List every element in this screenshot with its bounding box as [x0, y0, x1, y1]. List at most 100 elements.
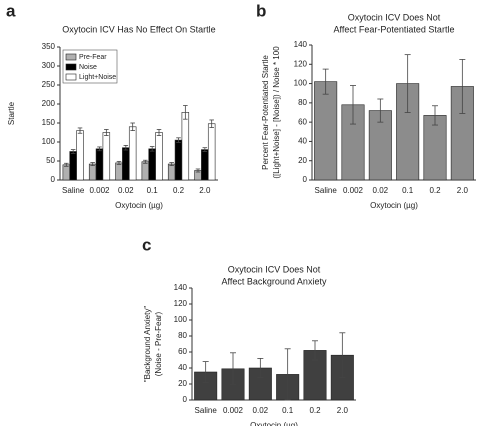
y-tick-label: 40 [298, 137, 307, 146]
error-bar [322, 68, 329, 95]
error-bar [97, 146, 102, 152]
y-tick-label: 60 [298, 117, 307, 126]
y-tick-label: 0 [303, 175, 308, 184]
error-bar [202, 361, 209, 383]
error-bar [257, 357, 264, 379]
y-axis-label: ([Light+Noise] - [Noise]) / Noise * 100 [272, 46, 281, 179]
x-tick-label: 0.002 [343, 186, 364, 195]
x-tick-label: 0.02 [253, 406, 269, 415]
bar [167, 163, 176, 181]
y-tick-label: 20 [298, 156, 307, 165]
bar [155, 132, 163, 181]
error-bar [195, 168, 201, 173]
y-tick-label: 80 [298, 98, 307, 107]
y-tick-label: 0 [51, 175, 56, 184]
bar [95, 148, 104, 181]
y-tick-label: 50 [46, 156, 55, 165]
x-tick-label: Saline [195, 406, 218, 415]
y-tick-label: 100 [174, 315, 188, 324]
bar [148, 148, 156, 181]
error-bar [77, 127, 83, 134]
error-bar [143, 159, 148, 164]
error-bar [284, 348, 291, 401]
error-bar [116, 160, 122, 165]
error-bar [130, 122, 135, 132]
error-bar [459, 59, 466, 114]
legend-swatch [65, 53, 77, 61]
error-bar [404, 54, 411, 113]
y-tick-label: 350 [42, 42, 56, 51]
panel-letter: b [256, 1, 266, 20]
bar [102, 132, 111, 181]
x-axis-label: Oxytocin (µg) [250, 421, 298, 426]
legend-label: Pre-Fear [79, 54, 107, 61]
y-tick-label: 150 [42, 118, 56, 127]
x-tick-label: 0.02 [118, 186, 134, 195]
y-tick-label: 0 [183, 395, 188, 404]
error-bar [209, 119, 214, 128]
error-bar [156, 129, 162, 136]
error-bar [230, 352, 236, 386]
error-bar [339, 332, 346, 379]
chart-title: Affect Fear-Potentiated Startle [334, 24, 455, 34]
x-tick-label: 2.0 [457, 186, 469, 195]
bar [201, 149, 209, 181]
error-bar [149, 146, 155, 152]
x-tick-label: 0.2 [429, 186, 441, 195]
y-tick-label: 120 [294, 59, 308, 68]
error-bar [70, 149, 76, 154]
bar [69, 151, 77, 181]
error-bar [377, 98, 384, 123]
x-tick-label: 0.2 [309, 406, 321, 415]
bar [88, 163, 97, 181]
error-bar [432, 105, 438, 126]
y-tick-label: 250 [42, 80, 56, 89]
panel-letter: a [6, 1, 16, 20]
y-tick-label: 80 [178, 331, 187, 340]
error-bar [104, 129, 109, 136]
y-tick-label: 60 [178, 347, 187, 356]
x-tick-label: 0.1 [282, 406, 294, 415]
legend-swatch [65, 63, 77, 71]
error-bar [183, 105, 188, 120]
bar [314, 81, 338, 181]
bar [115, 162, 123, 181]
y-tick-label: 120 [174, 299, 188, 308]
y-tick-label: 20 [178, 379, 187, 388]
bar [181, 112, 190, 181]
error-bar [123, 145, 129, 151]
panel-letter: c [142, 235, 151, 254]
bar [141, 161, 150, 181]
x-tick-label: 0.1 [147, 186, 159, 195]
legend-swatch [65, 73, 77, 81]
x-axis-label: Oxytocin (µg) [370, 201, 418, 210]
y-tick-label: 140 [174, 283, 188, 292]
error-bar [64, 162, 69, 167]
chart-title: Oxytocin ICV Does Not [228, 264, 321, 274]
x-tick-label: 0.002 [223, 406, 244, 415]
error-bar [169, 162, 174, 166]
x-tick-label: 2.0 [199, 186, 211, 195]
bar [76, 130, 84, 181]
error-bar [176, 137, 181, 143]
chart-title: Oxytocin ICV Has No Effect On Startle [62, 24, 215, 34]
bar [174, 139, 183, 181]
x-tick-label: 0.02 [373, 186, 389, 195]
bar [128, 126, 137, 181]
y-axis-label: "Background Anxiety" [143, 306, 152, 383]
x-tick-label: 0.1 [402, 186, 414, 195]
error-bar [350, 85, 356, 125]
y-tick-label: 40 [178, 363, 187, 372]
bar [62, 164, 71, 181]
y-tick-label: 300 [42, 61, 56, 70]
y-axis-label: Percent Fear-Potentiated Startle [261, 55, 270, 170]
chart-title: Affect Background Anxiety [222, 276, 327, 286]
y-tick-label: 140 [294, 40, 308, 49]
x-axis-label: Oxytocin (µg) [115, 201, 163, 210]
x-tick-label: 0.002 [89, 186, 110, 195]
error-bar [202, 147, 208, 152]
x-tick-label: 0.2 [173, 186, 185, 195]
chart-title: Oxytocin ICV Does Not [348, 12, 441, 22]
bar [207, 123, 216, 181]
